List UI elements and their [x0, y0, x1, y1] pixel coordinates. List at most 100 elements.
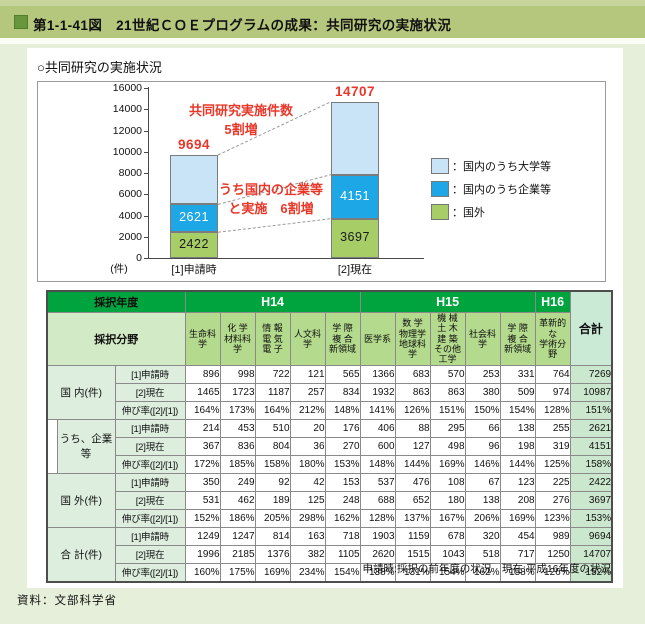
table-row: 伸び率([2]/[1]) 164% 173% 164% 212% 148% 141% 126%…: [47, 400, 613, 420]
title-bar-top-strip: [0, 0, 645, 6]
data-cell: 565: [324, 364, 361, 384]
table-row: 国 内(件) [1]申請時 896 998 722 121 565 1366 683 570 253…: [46, 364, 613, 420]
row-label: 伸び率([2]/[1]): [114, 400, 186, 420]
table-row: 伸び率([2]/[1]) 172% 185% 158% 180% 153% 148% 144%…: [47, 454, 613, 474]
data-cell: 180%: [289, 454, 326, 474]
data-cell: 234%: [289, 562, 326, 583]
total-cell: 2422: [569, 472, 613, 492]
legend-item-2: ：国外: [431, 204, 551, 220]
row-label: 伸び率([2]/[1]): [114, 454, 186, 474]
bar-segment-1: [331, 174, 379, 219]
data-cell: 125: [289, 490, 326, 510]
table-row: [2]現在 1996 2185 1376 382 1105 2620 1515 1043 518 7…: [47, 544, 613, 564]
x-axis-category-label: [2]現在: [337, 264, 373, 276]
row-label: [2]現在: [114, 490, 186, 510]
data-cell: 127: [394, 436, 431, 456]
row-label: 伸び率([2]/[1]): [114, 508, 186, 528]
data-cell: 678: [429, 526, 466, 546]
data-cell: 276: [534, 490, 571, 510]
data-cell: 96: [464, 436, 501, 456]
data-cell: 367: [184, 436, 221, 456]
legend-swatch-icon: [431, 181, 449, 197]
data-cell: 206%: [464, 508, 501, 528]
bar-segment-2: [331, 101, 379, 175]
data-cell: 162%: [324, 508, 361, 528]
row-label: [2]現在: [114, 382, 186, 402]
data-cell: 169%: [499, 508, 536, 528]
table-header-year-row: 採択年度 H14 H15 H16 合計: [46, 290, 613, 366]
y-axis-tick-label: 6000: [118, 188, 142, 201]
data-cell: 42: [289, 472, 326, 492]
data-cell: 180: [429, 490, 466, 510]
total-cell: 9694: [569, 526, 613, 546]
data-cell: 198: [499, 436, 536, 456]
data-cell: 896: [184, 364, 221, 384]
header-field-7: 機 械 土 木 建 築 その他工学: [429, 312, 466, 366]
y-axis-tick-mark: [144, 173, 148, 174]
chart-subtitle: ○共同研究の実施状況: [37, 60, 162, 75]
data-cell: 270: [324, 436, 361, 456]
header-field-9: 学 際 複 合 新領域: [499, 312, 536, 366]
table-row: [2]現在 531 462 189 125 248 688 652 180 138 208 276 36…: [47, 490, 613, 510]
header-year-H15: H15: [359, 290, 536, 313]
bar-segment-0: [170, 232, 218, 258]
data-cell: 382: [289, 544, 326, 564]
data-cell: 652: [394, 490, 431, 510]
figure-panel: ○共同研究の実施状況 0 2000 4000 6000 8000 10000 12000 14…: [27, 48, 623, 588]
total-cell: 3697: [569, 490, 613, 510]
chart-legend: ：国内のうち大学等 ：国内のうち企業等 ：国外: [431, 158, 551, 227]
data-cell: 121: [289, 364, 326, 384]
data-cell: 138%: [359, 562, 396, 583]
data-cell: 1366: [359, 364, 396, 384]
data-cell: 208: [499, 490, 536, 510]
data-cell: 137%: [394, 508, 431, 528]
data-cell: 108: [429, 472, 466, 492]
header-field-8: 社会科学: [464, 312, 501, 366]
data-cell: 126%: [534, 562, 571, 583]
data-cell: 151%: [429, 400, 466, 420]
total-cell: 14707: [569, 544, 613, 564]
legend-label: ：国内のうち企業等: [452, 184, 551, 196]
data-cell: 36: [289, 436, 326, 456]
group-label: 合 計(件): [46, 526, 116, 583]
y-axis-tick-label: 12000: [112, 124, 142, 137]
data-cell: 688: [359, 490, 396, 510]
data-cell: 126%: [394, 400, 431, 420]
title-bar-divider: [0, 38, 645, 44]
table-row: [2]現在 1465 1723 1187 257 834 1932 863 863 380 509 9…: [47, 382, 613, 402]
y-axis-tick-label: 8000: [118, 167, 142, 179]
header-field-3: 人文科学: [289, 312, 326, 366]
data-cell: 722: [254, 364, 291, 384]
data-cell: 350: [184, 472, 221, 492]
data-cell: 176: [324, 418, 361, 438]
row-label: 伸び率([2]/[1]): [114, 562, 186, 583]
data-cell: 462: [219, 490, 256, 510]
data-cell: 1249: [184, 526, 221, 546]
data-cell: 67: [464, 472, 501, 492]
bar-segment-value: 2621: [179, 210, 209, 225]
data-cell: 1996: [184, 544, 221, 564]
data-cell: 88: [394, 418, 431, 438]
y-axis-tick-mark: [144, 130, 148, 132]
data-cell: 158%: [254, 454, 291, 474]
data-cell: 1247: [219, 526, 256, 546]
data-cell: 683: [394, 364, 431, 384]
data-cell: 1932: [359, 382, 396, 402]
data-cell: 320: [464, 526, 501, 546]
y-axis-tick-mark: [144, 215, 148, 217]
data-cell: 295: [429, 418, 466, 438]
data-cell: 66: [464, 418, 501, 438]
table-row: 国 外(件) [1]申請時 350 249 92 42 153 537 476 108 67 123 2…: [46, 472, 613, 528]
y-axis-tick-label: 16000: [112, 82, 142, 94]
total-cell: 4151: [569, 436, 613, 456]
row-label: [2]現在: [114, 544, 186, 564]
chart-annotation-1: 共同研究実施件数 5割増: [188, 103, 294, 137]
data-cell: 863: [394, 382, 431, 402]
row-label: [1]申請時: [114, 526, 186, 546]
y-axis-tick-mark: [144, 236, 148, 238]
bar-segment-value: 4151: [340, 188, 370, 203]
total-cell: 7269: [569, 364, 613, 384]
data-cell: 152%: [184, 508, 221, 528]
row-label: [1]申請時: [114, 472, 186, 492]
data-cell: 92: [254, 472, 291, 492]
